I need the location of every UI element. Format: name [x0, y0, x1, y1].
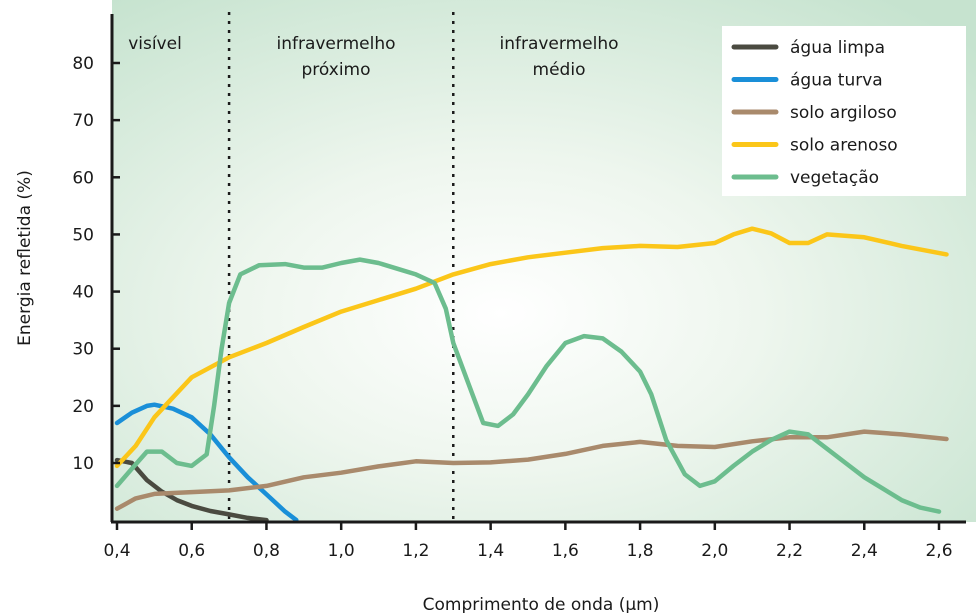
region-label: infravermelho — [499, 34, 618, 54]
x-tick-label: 0,8 — [253, 541, 280, 561]
legend-label-agua-limpa: água limpa — [790, 38, 885, 58]
x-axis-title: Comprimento de onda (μm) — [423, 595, 660, 613]
region-dividers — [227, 12, 455, 522]
series-line-solo-argiloso — [114, 429, 949, 511]
x-tick-label: 1,0 — [328, 541, 355, 561]
series-lines — [114, 226, 949, 523]
axes — [110, 14, 966, 524]
region-labels: visível infravermelho próximo infravermelho… — [128, 34, 618, 80]
y-ticks: 10 20 30 40 50 60 70 80 — [72, 54, 120, 474]
series-line-vegetacao — [114, 257, 942, 514]
x-tick-label: 2,2 — [776, 541, 803, 561]
x-tick-label: 0,4 — [103, 541, 130, 561]
y-tick-label: 20 — [72, 397, 94, 417]
legend-label-agua-turva: água turva — [790, 71, 883, 91]
region-label: visível — [128, 34, 182, 54]
y-tick-label: 30 — [72, 340, 94, 360]
region-label: médio — [533, 60, 586, 80]
legend: água limpa água turva solo argiloso solo ar… — [722, 26, 966, 196]
series-line-agua-turva — [114, 402, 299, 523]
x-tick-label: 1,2 — [402, 541, 429, 561]
x-tick-label: 1,6 — [552, 541, 579, 561]
x-tick-label: 0,6 — [178, 541, 205, 561]
x-ticks: 0,4 0,6 0,8 1,0 1,2 1,4 1,6 1,8 2,0 2,2 2,4 2,6 — [103, 522, 953, 561]
legend-label-solo-argiloso: solo argiloso — [790, 103, 897, 123]
y-tick-label: 40 — [72, 283, 94, 303]
series-line-solo-arenoso — [114, 226, 949, 469]
region-label: infravermelho — [276, 34, 395, 54]
x-tick-label: 1,4 — [477, 541, 504, 561]
x-tick-label: 2,4 — [851, 541, 878, 561]
y-tick-label: 60 — [72, 168, 94, 188]
x-tick-label: 2,0 — [701, 541, 728, 561]
y-tick-label: 10 — [72, 454, 94, 474]
y-tick-label: 70 — [72, 111, 94, 131]
series-line-agua-limpa — [114, 457, 269, 523]
y-tick-label: 80 — [72, 54, 94, 74]
legend-label-vegetacao: vegetação — [790, 168, 879, 188]
y-tick-label: 50 — [72, 225, 94, 245]
x-tick-label: 1,8 — [627, 541, 654, 561]
region-label: próximo — [301, 60, 370, 80]
y-axis-title: Energia refletida (%) — [15, 170, 35, 346]
legend-label-solo-arenoso: solo arenoso — [790, 136, 898, 156]
x-tick-label: 2,6 — [925, 541, 952, 561]
